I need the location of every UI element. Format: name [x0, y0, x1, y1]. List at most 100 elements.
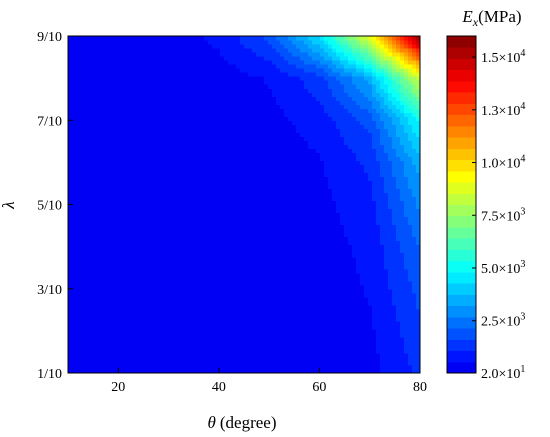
contour-cell — [132, 120, 137, 125]
contour-cell — [72, 48, 77, 53]
contour-cell — [212, 52, 217, 57]
contour-cell — [200, 76, 205, 81]
contour-cell — [224, 212, 229, 218]
contour-cell — [80, 240, 85, 246]
contour-cell — [268, 328, 273, 334]
contour-cell — [280, 144, 285, 149]
contour-cell — [240, 52, 245, 57]
contour-cell — [272, 368, 277, 374]
contour-cell — [304, 224, 309, 230]
contour-cell — [228, 368, 233, 374]
contour-cell — [144, 300, 149, 306]
contour-cell — [180, 260, 185, 266]
contour-cell — [188, 320, 193, 326]
contour-cell — [288, 340, 293, 346]
contour-cell — [272, 228, 277, 234]
contour-cell — [220, 344, 225, 350]
contour-cell — [200, 364, 205, 370]
contour-cell — [232, 52, 237, 57]
contour-cell — [232, 140, 237, 145]
contour-cell — [92, 172, 97, 178]
contour-cell — [216, 164, 221, 169]
contour-cell — [184, 88, 189, 93]
contour-cell — [260, 156, 265, 161]
contour-cell — [124, 112, 129, 117]
contour-cell — [176, 212, 181, 218]
contour-cell — [196, 332, 201, 338]
contour-cell — [172, 68, 177, 73]
contour-cell — [268, 276, 273, 282]
contour-cell — [156, 260, 161, 266]
contour-cell — [144, 64, 149, 69]
contour-cell — [92, 308, 97, 314]
contour-cell — [124, 224, 129, 230]
contour-cell — [236, 116, 241, 121]
contour-cell — [140, 52, 145, 57]
contour-cell — [296, 228, 301, 234]
contour-cell — [272, 212, 277, 218]
contour-cell — [152, 264, 157, 270]
contour-cell — [132, 312, 137, 318]
contour-cell — [236, 196, 241, 202]
contour-cell — [264, 204, 269, 210]
contour-cell — [256, 300, 261, 306]
contour-cell — [284, 304, 289, 310]
contour-cell — [212, 196, 217, 202]
contour-cell — [80, 296, 85, 302]
contour-cell — [96, 40, 101, 45]
contour-cell — [248, 360, 253, 366]
contour-cell — [124, 100, 129, 105]
contour-cell — [220, 52, 225, 57]
contour-cell — [104, 148, 109, 153]
contour-cell — [92, 116, 97, 121]
contour-cell — [188, 264, 193, 270]
contour-cell — [80, 68, 85, 73]
contour-cell — [300, 288, 305, 294]
contour-cell — [164, 96, 169, 101]
contour-cell — [200, 68, 205, 73]
contour-cell — [276, 276, 281, 282]
contour-cell — [96, 148, 101, 153]
contour-cell — [128, 232, 133, 238]
contour-cell — [156, 168, 161, 173]
contour-cell — [272, 152, 277, 157]
contour-cell — [180, 48, 185, 53]
contour-cell — [304, 356, 309, 362]
contour-cell — [256, 348, 261, 354]
contour-cell — [232, 272, 237, 278]
contour-cell — [232, 228, 237, 234]
contour-cell — [300, 172, 305, 178]
contour-cell — [176, 296, 181, 302]
contour-cell — [76, 292, 81, 298]
contour-cell — [88, 180, 93, 186]
contour-cell — [252, 180, 257, 186]
contour-cell — [228, 312, 233, 318]
contour-cell — [292, 144, 297, 149]
contour-cell — [80, 336, 85, 342]
contour-cell — [184, 36, 189, 41]
contour-cell — [148, 88, 153, 93]
contour-cell — [200, 184, 205, 190]
contour-cell — [236, 72, 241, 77]
contour-cell — [156, 240, 161, 246]
contour-cell — [300, 300, 305, 306]
contour-cell — [144, 176, 149, 182]
contour-cell — [76, 40, 81, 45]
contour-cell — [264, 308, 269, 314]
contour-cell — [296, 128, 301, 133]
contour-cell — [72, 224, 77, 230]
contour-cell — [108, 284, 113, 290]
contour-cell — [104, 228, 109, 234]
contour-cell — [204, 264, 209, 270]
contour-cell — [268, 344, 273, 350]
contour-cell — [276, 284, 281, 290]
contour-cell — [148, 188, 153, 194]
contour-cell — [236, 144, 241, 149]
contour-cell — [268, 364, 273, 370]
contour-cell — [240, 204, 245, 210]
contour-cell — [264, 180, 269, 186]
contour-cell — [124, 72, 129, 77]
contour-cell — [76, 64, 81, 69]
contour-cell — [108, 164, 113, 169]
contour-cell — [84, 228, 89, 234]
